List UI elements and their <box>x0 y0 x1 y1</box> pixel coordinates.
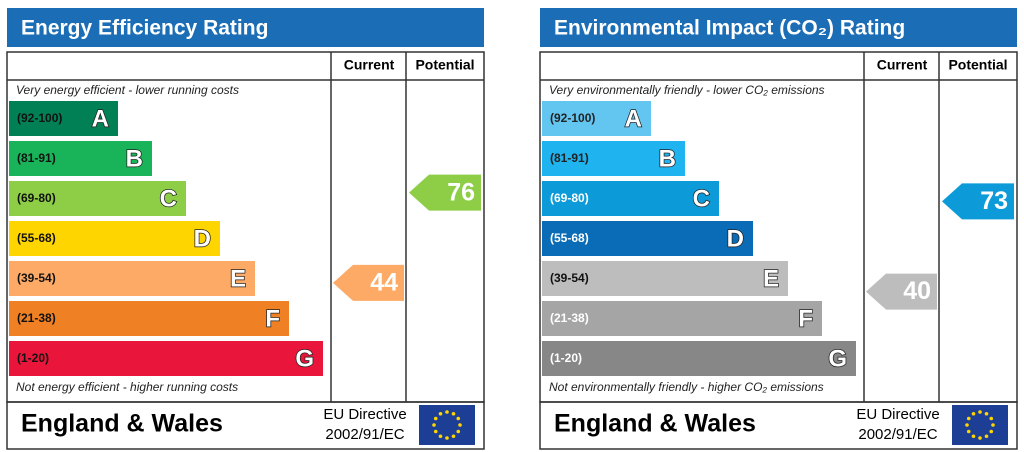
rating-arrow <box>409 174 481 211</box>
eu-star <box>984 411 989 416</box>
band-letter: A <box>625 105 642 132</box>
rating-value: 73 <box>980 187 1008 215</box>
band-letter: G <box>295 345 314 372</box>
band-range: (39-54) <box>17 271 56 285</box>
bottom-note: Not environmentally friendly - higher CO… <box>549 380 824 394</box>
band-bar <box>542 141 685 176</box>
band-letter: A <box>92 105 109 132</box>
eu-star <box>989 416 994 421</box>
eu-star <box>433 429 438 434</box>
band-bar <box>542 301 822 336</box>
top-note: Very energy efficient - lower running co… <box>16 83 239 97</box>
band-letter: F <box>265 305 280 332</box>
title-bar <box>540 8 1017 47</box>
footer-frame <box>6 401 485 450</box>
eu-star <box>451 411 456 416</box>
band-letter: B <box>126 145 143 172</box>
eu-star <box>432 423 436 427</box>
rating-value: 40 <box>903 277 931 305</box>
footer-code: 2002/91/EC <box>858 426 937 443</box>
rating-panel: Environmental Impact (CO₂) Rating Current… <box>539 8 1018 450</box>
band-range: (1-20) <box>550 351 582 365</box>
footer-frame <box>539 401 1018 450</box>
band-bar <box>542 341 856 376</box>
rating-panel: Energy Efficiency Rating Current Potential… <box>6 8 485 450</box>
title-bar <box>7 8 484 47</box>
eu-star <box>966 416 971 421</box>
band-range: (69-80) <box>550 191 589 205</box>
band-letter: E <box>230 265 246 292</box>
footer-directive: EU Directive <box>323 406 406 423</box>
rating-value: 76 <box>447 178 475 206</box>
rating-arrow <box>866 273 937 310</box>
footer-region: England & Wales <box>554 410 756 438</box>
band-bar <box>542 181 719 216</box>
band-bar <box>542 261 788 296</box>
band-range: (39-54) <box>550 271 589 285</box>
eu-star <box>989 429 994 434</box>
band-letter: B <box>659 145 676 172</box>
band-bar <box>9 221 220 256</box>
band-range: (81-91) <box>17 151 56 165</box>
eu-star <box>458 423 462 427</box>
band-range: (21-38) <box>550 311 589 325</box>
band-range: (55-68) <box>17 231 56 245</box>
header-potential: Potential <box>948 57 1007 73</box>
panel-title: Environmental Impact (CO₂) Rating <box>554 17 905 40</box>
footer-region: England & Wales <box>21 410 223 438</box>
band-letter: E <box>763 265 779 292</box>
band-range: (92-100) <box>17 111 62 125</box>
band-bar <box>9 261 255 296</box>
eu-star <box>978 436 982 440</box>
header-current: Current <box>877 57 928 73</box>
band-range: (21-38) <box>17 311 56 325</box>
eu-star <box>456 416 461 421</box>
band-letter: F <box>798 305 813 332</box>
eu-star <box>445 410 449 414</box>
band-range: (1-20) <box>17 351 49 365</box>
band-range: (55-68) <box>550 231 589 245</box>
panel-title: Energy Efficiency Rating <box>21 17 268 40</box>
eu-star <box>965 423 969 427</box>
eu-star <box>984 434 989 439</box>
eu-star <box>438 411 443 416</box>
band-range: (69-80) <box>17 191 56 205</box>
eu-star <box>456 429 461 434</box>
header-current: Current <box>344 57 395 73</box>
band-bar <box>9 101 118 136</box>
band-bar <box>542 221 753 256</box>
band-bar <box>9 141 152 176</box>
band-letter: C <box>693 185 710 212</box>
band-bar <box>9 341 323 376</box>
eu-star <box>971 411 976 416</box>
rating-value: 44 <box>370 268 398 296</box>
eu-star <box>445 436 449 440</box>
band-letter: C <box>160 185 177 212</box>
header-potential: Potential <box>415 57 474 73</box>
band-bar <box>542 101 651 136</box>
bottom-note: Not energy efficient - higher running co… <box>16 380 238 394</box>
band-range: (92-100) <box>550 111 595 125</box>
band-bar <box>9 301 289 336</box>
rating-arrow <box>942 183 1014 220</box>
eu-star <box>991 423 995 427</box>
eu-star <box>438 434 443 439</box>
eu-star <box>966 429 971 434</box>
band-letter: D <box>194 225 211 252</box>
eu-star <box>971 434 976 439</box>
eu-star <box>433 416 438 421</box>
top-note: Very environmentally friendly - lower CO… <box>549 83 825 97</box>
eu-star <box>978 410 982 414</box>
band-range: (81-91) <box>550 151 589 165</box>
footer-code: 2002/91/EC <box>325 426 404 443</box>
band-letter: G <box>828 345 847 372</box>
band-letter: D <box>727 225 744 252</box>
rating-arrow <box>333 264 404 301</box>
eu-star <box>451 434 456 439</box>
band-bar <box>9 181 186 216</box>
footer-directive: EU Directive <box>856 406 939 423</box>
